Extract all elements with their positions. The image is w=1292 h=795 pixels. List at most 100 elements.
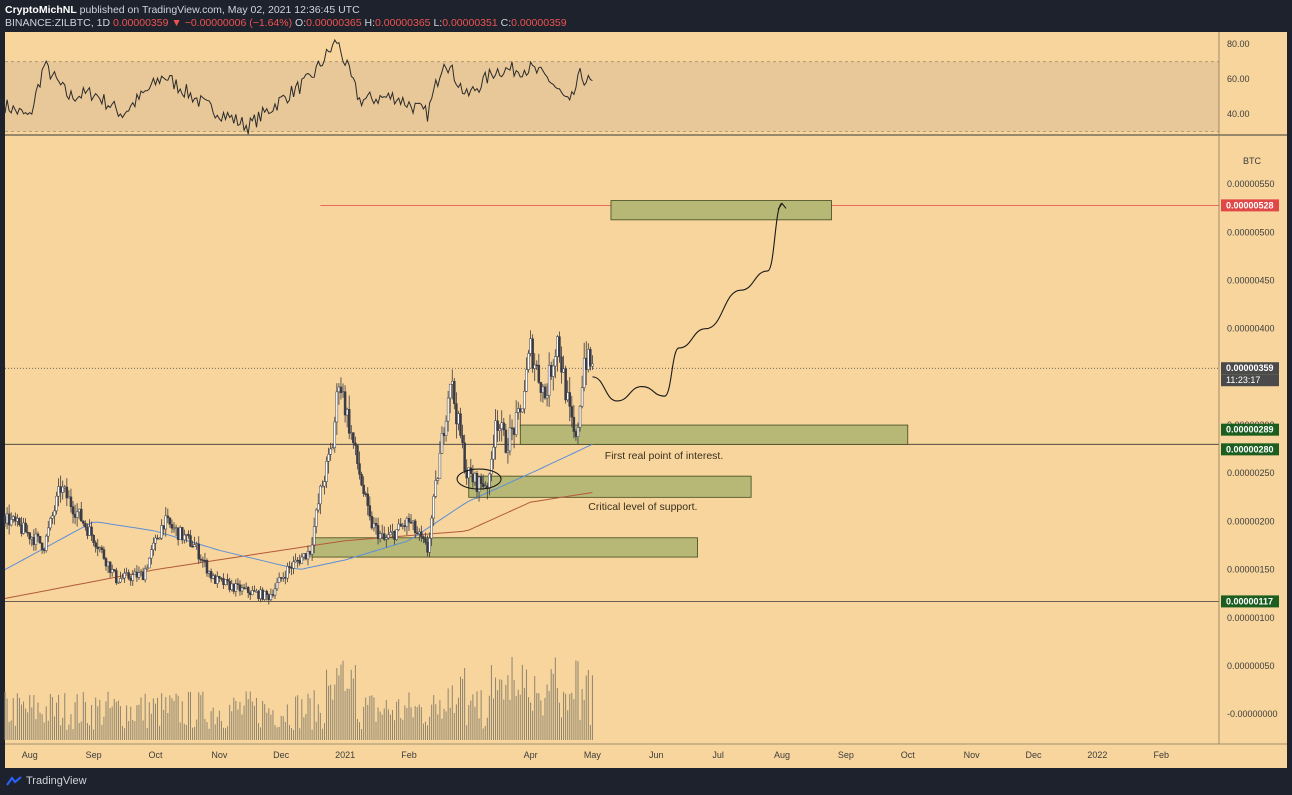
close-label: C: (500, 17, 512, 29)
candle-body (374, 523, 378, 526)
price-level-badge-bg (1221, 199, 1279, 212)
candle-body (395, 529, 398, 540)
candle-body (415, 532, 419, 534)
candle-body (461, 435, 464, 444)
candle-body (3, 516, 7, 524)
candle-body (211, 575, 215, 579)
candle-body (549, 365, 553, 377)
candle-body (483, 485, 487, 487)
rsi-pane[interactable] (4, 38, 1219, 135)
candle-body (288, 566, 291, 568)
support-zone[interactable] (610, 200, 832, 221)
candle-body (591, 363, 594, 367)
rsi-line[interactable] (4, 38, 593, 135)
candle-body (11, 516, 15, 520)
candle-body (323, 481, 326, 487)
candle-body (290, 567, 293, 569)
candle-body (238, 584, 242, 592)
time-axis-tick-label: Nov (211, 750, 228, 760)
price-level-badge[interactable]: 0.00000359 11:23:17 (1221, 362, 1279, 387)
support-zone[interactable] (311, 537, 698, 558)
support-zone[interactable] (519, 424, 909, 445)
rsi-band (5, 61, 1219, 132)
slow-moving-average-line[interactable] (4, 492, 593, 599)
candle-body (341, 391, 345, 393)
price-axis-tick-label: 0.00000250 (1227, 468, 1275, 478)
candle-body (496, 420, 499, 431)
annotation-text[interactable]: Critical level of support. (588, 501, 697, 513)
candle-body (469, 467, 473, 475)
price-axis-tick-label: 0.00000100 (1227, 613, 1275, 623)
candle-body (32, 537, 36, 545)
candle-body (514, 412, 518, 435)
candle-body (477, 476, 481, 493)
candle-body (57, 486, 60, 497)
candle-body (197, 543, 200, 560)
low-label: L: (433, 17, 443, 29)
time-axis-tick-label: Sep (838, 750, 854, 760)
annotation-text[interactable]: First real point of interest. (605, 450, 723, 462)
rsi-axis-tick-label: 40.00 (1227, 109, 1250, 119)
candle-body (510, 427, 514, 430)
candle-body (26, 531, 29, 534)
price-level-badge[interactable]: 0.00000117 (1221, 595, 1279, 608)
footer-brand[interactable]: TradingView (26, 775, 87, 787)
candle-body (578, 405, 582, 428)
candle-body (234, 583, 238, 592)
candle-body (166, 515, 170, 519)
price-level-badge[interactable]: 0.00000289 (1221, 423, 1279, 436)
candle-body (112, 569, 116, 571)
price-level-badge-label: 0.00000117 (1226, 596, 1273, 606)
price-axis-tick-label: 0.00000550 (1227, 179, 1275, 189)
candle-body (47, 527, 50, 537)
candle-body (246, 586, 250, 593)
candle-body (42, 549, 46, 551)
candle-body (391, 531, 394, 533)
candle-body (436, 478, 440, 481)
candle-body (455, 403, 458, 425)
candle-body (275, 582, 279, 590)
axes[interactable]: Aug Sep Oct Nov Dec 2021 Feb Apr May Jun Jul Aug Sep… (22, 39, 1279, 760)
candle-body (129, 578, 132, 581)
highlight-circle[interactable] (456, 468, 502, 490)
candle-body (104, 558, 108, 567)
candle-body (80, 508, 83, 522)
rsi-axis-tick-label: 60.00 (1227, 74, 1250, 84)
price-level-badge-bg (1221, 423, 1279, 436)
candle-body (504, 429, 508, 453)
price-level-badge[interactable]: 0.00000280 (1221, 443, 1279, 456)
ohlc-line: BINANCE:ZILBTC, 1D 0.00000359 ▼ −0.00000… (5, 17, 567, 29)
projection-path[interactable] (592, 202, 783, 402)
candle-body (589, 349, 592, 367)
time-axis-tick-label: Aug (774, 750, 790, 760)
change-down-icon: ▼ (171, 17, 182, 29)
candle-body (564, 368, 567, 401)
candle-body (481, 483, 485, 487)
author-name[interactable]: CryptoMichNL (5, 4, 77, 16)
candle-body (492, 446, 495, 460)
candle-body (306, 550, 310, 560)
candle-body (222, 578, 225, 585)
candle-body (333, 421, 337, 448)
price-level-badge-label: 0.00000280 (1226, 444, 1274, 454)
price-level-badge[interactable]: 0.00000528 (1221, 199, 1279, 212)
support-zone[interactable] (468, 475, 752, 498)
candle-body (7, 513, 11, 526)
symbol-label[interactable]: BINANCE:ZILBTC, 1D (5, 17, 111, 29)
candle-body (426, 542, 429, 553)
price-pane[interactable]: First real point of interest. Critical le… (3, 200, 1219, 740)
tradingview-logo-icon[interactable] (6, 776, 22, 786)
candle-body (539, 382, 543, 393)
candles[interactable] (3, 330, 594, 605)
last-price: 0.00000359 (112, 17, 169, 29)
fast-moving-average-line[interactable] (4, 443, 593, 571)
candle-body (106, 561, 110, 567)
candle-body (467, 467, 471, 479)
price-axis-tick-label: 0.00000050 (1227, 661, 1275, 671)
candle-body (55, 495, 58, 512)
candle-body (558, 336, 561, 358)
candle-body (582, 357, 586, 388)
candle-body (61, 486, 64, 493)
candle-body (304, 553, 308, 560)
chart-canvas[interactable]: First real point of interest. Critical le… (0, 32, 1292, 768)
